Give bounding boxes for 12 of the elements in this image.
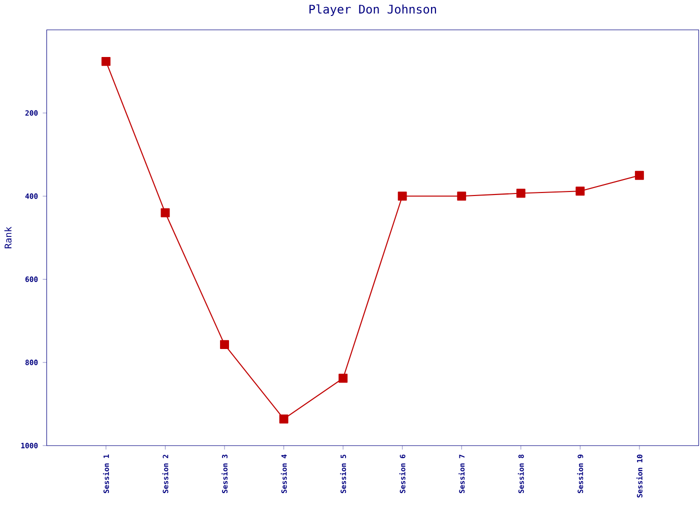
chart-title: Player Don Johnson [309, 4, 436, 16]
point [634, 170, 644, 180]
point [338, 374, 348, 383]
point [101, 56, 110, 66]
point [398, 192, 407, 201]
point [279, 414, 288, 424]
y-axis-title: Rank [4, 226, 12, 248]
point [516, 188, 526, 198]
point [457, 192, 466, 201]
point [160, 208, 170, 218]
point [220, 340, 230, 350]
point [576, 186, 585, 196]
